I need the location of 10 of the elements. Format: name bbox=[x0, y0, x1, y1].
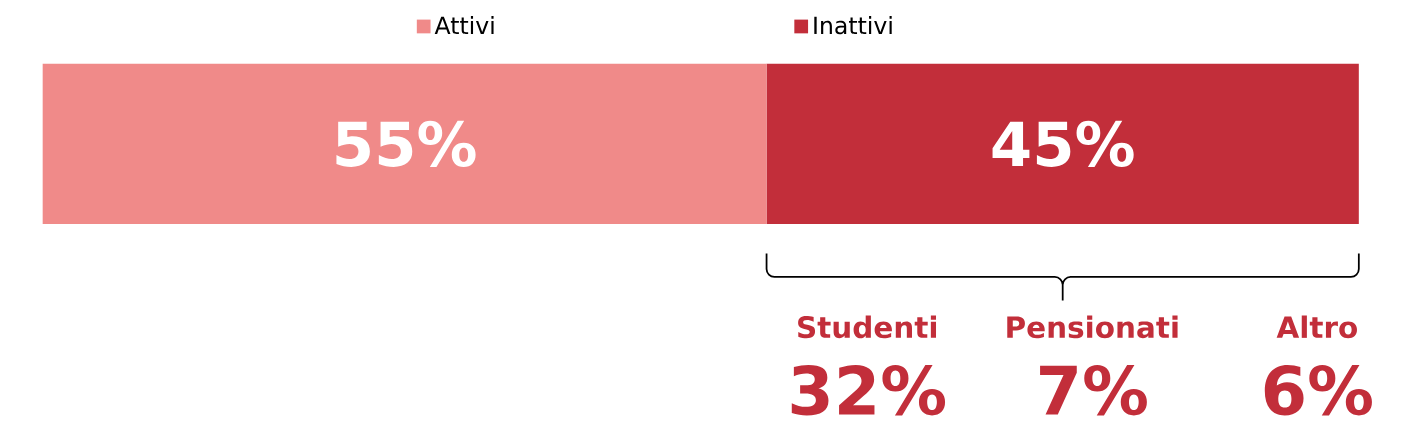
text: 7% bbox=[1040, 364, 1147, 416]
text: 6% bbox=[1264, 364, 1372, 416]
text: Altro bbox=[1276, 315, 1357, 339]
legend-label: Inattivi bbox=[814, 15, 892, 35]
text: Pensionati bbox=[1007, 315, 1178, 339]
data-label: 55% bbox=[336, 120, 476, 167]
legend-label: Attivi bbox=[434, 15, 494, 34]
text: Studenti bbox=[798, 315, 937, 339]
text: 32% bbox=[791, 364, 946, 416]
data-label: 45% bbox=[992, 120, 1134, 167]
